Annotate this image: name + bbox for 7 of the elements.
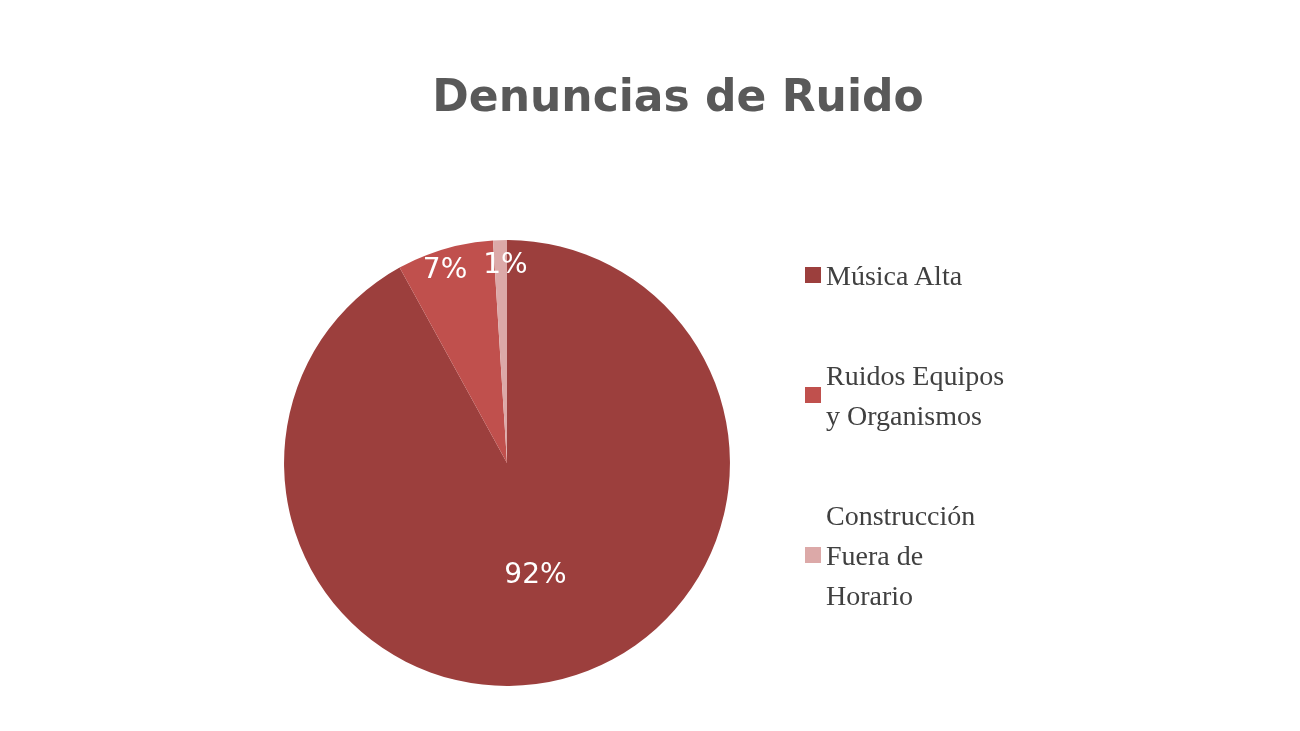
chart-title: Denuncias de Ruido xyxy=(432,69,924,121)
legend-label: Música Alta xyxy=(826,259,963,291)
data-label: 92% xyxy=(504,557,567,591)
data-label: 7% xyxy=(422,251,468,285)
data-label: 1% xyxy=(483,247,528,281)
legend-label: Construcción Fuera de Horario xyxy=(826,499,983,611)
legend-label: Ruidos Equipos y Organismos xyxy=(826,359,1012,431)
